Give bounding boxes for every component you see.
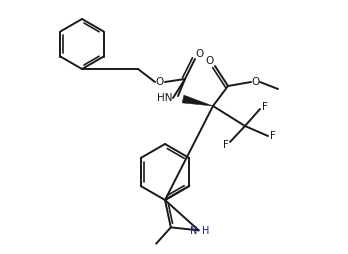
Text: HN: HN xyxy=(158,93,173,103)
Text: F: F xyxy=(262,102,268,112)
Text: O: O xyxy=(251,77,259,87)
Text: O: O xyxy=(195,49,203,59)
Text: O: O xyxy=(156,77,164,87)
Text: N: N xyxy=(190,226,198,236)
Text: O: O xyxy=(206,56,214,66)
Text: F: F xyxy=(270,131,276,141)
Text: F: F xyxy=(223,140,229,150)
Text: H: H xyxy=(202,226,209,236)
Polygon shape xyxy=(182,95,213,106)
